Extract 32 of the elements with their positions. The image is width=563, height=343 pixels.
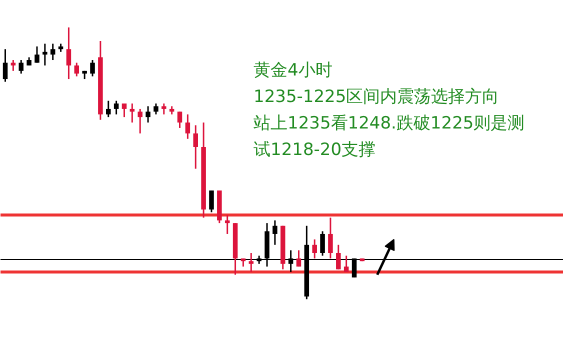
candlestick: [177, 110, 182, 129]
candlestick: [2, 48, 8, 83]
candlestick: [10, 59, 16, 72]
candlestick: [248, 252, 254, 273]
annotation: 1235-1225区间内震荡选择方向: [254, 87, 500, 107]
candlestick: [90, 59, 95, 78]
candlestick: [312, 238, 317, 260]
candlestick: [122, 102, 127, 118]
candlestick: [34, 46, 40, 64]
candlestick: [320, 230, 325, 256]
candlestick: [209, 190, 214, 213]
annotation: 试1218-20支撑: [254, 140, 376, 160]
candlestick: [138, 108, 142, 134]
candlestick: [154, 102, 158, 116]
candlestick: [193, 124, 198, 170]
candlestick: [185, 114, 190, 140]
candlestick: [162, 102, 166, 116]
annotation: 黄金4小时: [254, 60, 332, 80]
candlestick: [146, 105, 150, 124]
candlestick: [42, 42, 48, 66]
candlestick: [74, 62, 80, 78]
candlestick: [114, 100, 119, 116]
candlestick: [66, 26, 72, 80]
annotation: 站上1235看1248.跌破1225则是测: [254, 114, 525, 134]
candlestick: [344, 254, 349, 273]
candlestick: [296, 250, 302, 268]
candlestick: [50, 42, 56, 61]
candlestick: [328, 216, 333, 260]
candlestick: [18, 59, 24, 74]
candlestick: [272, 220, 278, 246]
candlestick: [106, 100, 111, 118]
candlestick: [336, 244, 341, 270]
